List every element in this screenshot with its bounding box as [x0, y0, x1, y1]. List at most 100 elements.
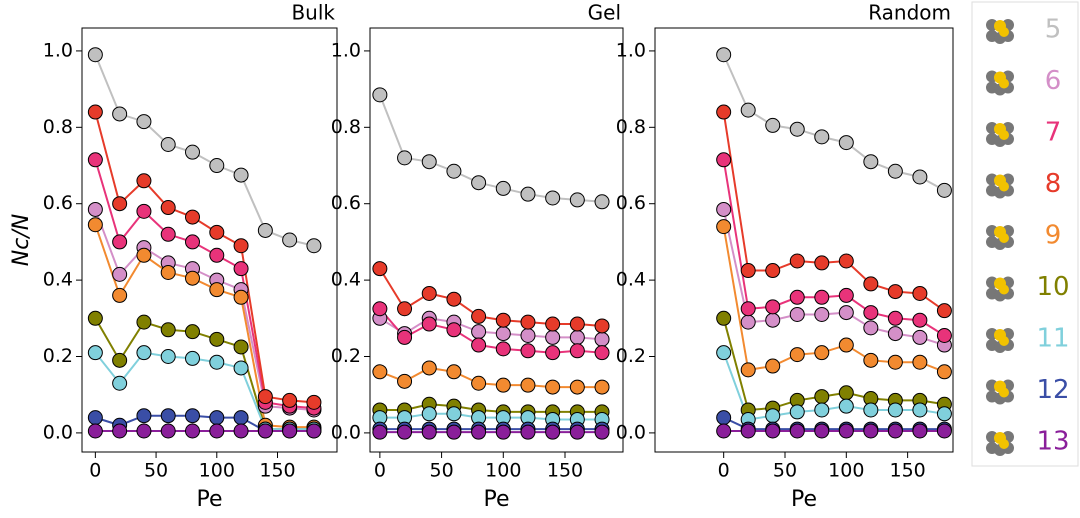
data-point [160, 200, 176, 216]
data-point [87, 423, 103, 439]
data-point [495, 312, 511, 328]
data-point [160, 137, 176, 153]
legend-label: 6 [1045, 66, 1062, 96]
legend-icon [986, 122, 1014, 147]
data-point [471, 375, 487, 391]
icon-atom [999, 284, 1009, 295]
data-point [209, 354, 225, 370]
series-line [722, 318, 945, 412]
data-point [936, 327, 952, 343]
data-point [789, 306, 805, 322]
x-tick-label: 100 [828, 460, 864, 482]
data-point [471, 424, 487, 440]
data-point [282, 423, 298, 439]
data-point [594, 424, 610, 440]
y-tick-label: 0.2 [616, 345, 646, 367]
x-tick-label: 150 [259, 460, 295, 482]
data-point [87, 310, 103, 326]
data-point [789, 347, 805, 363]
data-point [789, 404, 805, 420]
data-point [912, 423, 928, 439]
data-point [209, 282, 225, 298]
data-point [716, 152, 732, 168]
data-point [912, 169, 928, 185]
x-tick-label: 100 [199, 460, 235, 482]
data-point [282, 232, 298, 248]
data-point [594, 194, 610, 210]
icon-atom [999, 130, 1009, 140]
legend-label: 11 [1036, 324, 1069, 354]
data-point [863, 320, 879, 336]
data-point [421, 316, 437, 332]
data-point [471, 337, 487, 353]
y-tick-label: 0.6 [331, 192, 361, 214]
x-tick-label: 50 [144, 460, 168, 482]
data-point [545, 190, 561, 206]
data-point [136, 314, 152, 330]
y-tick-label: 1.0 [616, 39, 646, 61]
data-point [495, 377, 511, 393]
data-point [136, 408, 152, 424]
data-point [495, 424, 511, 440]
data-point [740, 102, 756, 118]
data-point [594, 345, 610, 361]
data-point [112, 352, 128, 368]
plot-frame [654, 27, 954, 453]
data-point [112, 287, 128, 303]
y-tick-label: 0.2 [331, 345, 361, 367]
data-point [814, 129, 830, 145]
data-point [765, 312, 781, 328]
series-line [94, 209, 315, 411]
data-point [257, 423, 273, 439]
data-point [257, 222, 273, 238]
data-point [765, 423, 781, 439]
data-point [112, 266, 128, 282]
data-point [936, 303, 952, 319]
data-point [471, 308, 487, 324]
data-point [421, 406, 437, 422]
data-point [716, 47, 732, 63]
data-point [471, 175, 487, 191]
x-tick-label: 0 [718, 460, 730, 482]
data-point [545, 424, 561, 440]
y-tick-label: 0.4 [616, 269, 646, 291]
data-point [740, 362, 756, 378]
series-line [722, 54, 945, 192]
x-tick-label: 150 [889, 460, 925, 482]
icon-atom [999, 27, 1009, 37]
legend-icon [986, 225, 1014, 250]
data-point [87, 201, 103, 217]
series-line [379, 412, 603, 421]
legend-label: 9 [1045, 221, 1062, 251]
icon-atom [999, 233, 1009, 243]
data-point [136, 203, 152, 219]
data-point [740, 314, 756, 330]
series-line [378, 94, 603, 203]
data-point [397, 329, 413, 345]
data-point [233, 423, 249, 439]
x-tick-label: 150 [547, 460, 583, 482]
data-point [814, 389, 830, 405]
y-tick-label: 0.0 [331, 421, 361, 443]
legend-icon [986, 19, 1014, 44]
x-tick-label: 0 [374, 460, 386, 482]
data-point [594, 331, 610, 347]
data-point [160, 349, 176, 365]
x-axis-label: Pe [483, 487, 509, 512]
data-point [912, 402, 928, 418]
x-tick-label: 50 [429, 460, 453, 482]
data-point [421, 360, 437, 376]
series-line [94, 351, 314, 431]
data-point [306, 423, 322, 439]
data-point [765, 358, 781, 374]
data-point [545, 329, 561, 345]
y-tick-label: 0.4 [43, 269, 73, 291]
data-point [136, 247, 152, 263]
data-point [421, 424, 437, 440]
data-point [765, 263, 781, 279]
plot-frame [81, 27, 338, 453]
legend-icon [986, 276, 1014, 302]
data-point [887, 402, 903, 418]
icon-atom [999, 78, 1009, 89]
